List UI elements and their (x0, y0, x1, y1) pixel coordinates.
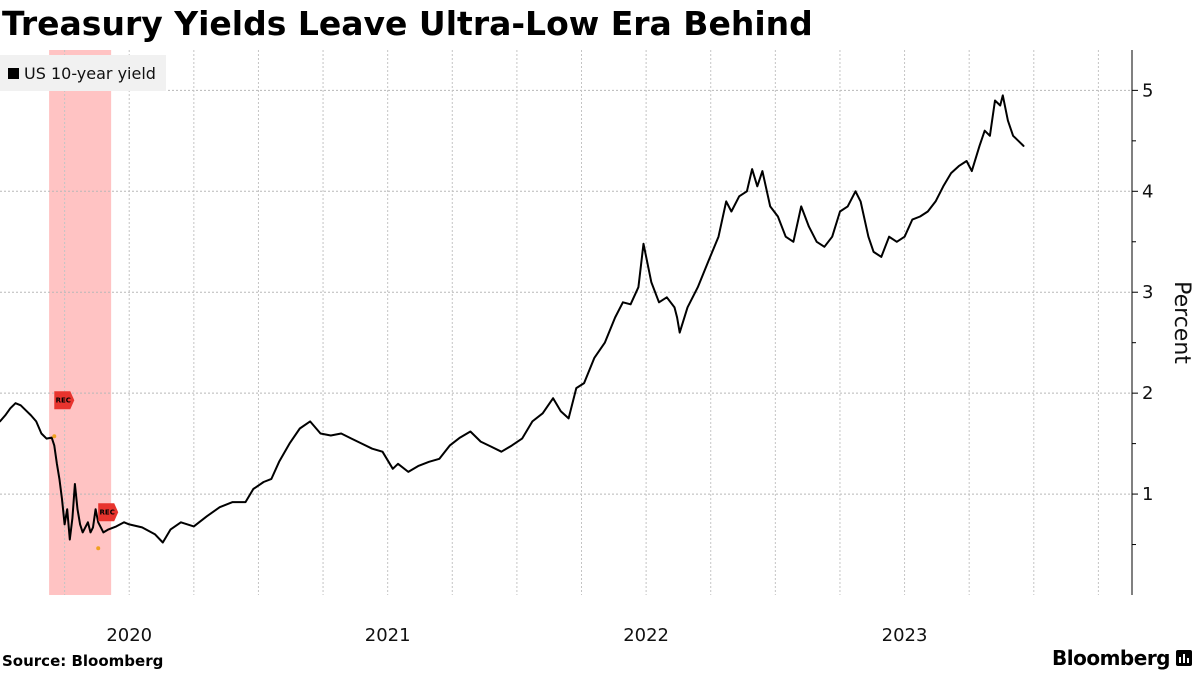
y-tick-label: 1 (1142, 484, 1153, 505)
y-tick-label: 3 (1142, 282, 1153, 303)
y-axis-title: Percent (1169, 281, 1194, 364)
rec-marker: REC (96, 503, 119, 551)
bloomberg-terminal-icon (1176, 650, 1192, 666)
legend-swatch (8, 67, 19, 79)
rec-marker-dot (96, 546, 101, 551)
legend-label: US 10-year yield (24, 63, 156, 83)
source-note: Source: Bloomberg (2, 652, 164, 670)
legend: US 10-year yield (0, 55, 166, 91)
x-tick-label: 2023 (882, 625, 928, 646)
rec-marker-label: REC (56, 397, 71, 405)
rec-marker-label: REC (100, 509, 115, 517)
x-tick-label: 2020 (106, 625, 152, 646)
brand-name: Bloomberg (1052, 646, 1170, 670)
y-tick-label: 2 (1142, 383, 1153, 404)
y-tick-label: 4 (1142, 181, 1153, 202)
x-tick-label: 2022 (623, 625, 669, 646)
rec-marker-flag (54, 391, 75, 410)
chart-title: Treasury Yields Leave Ultra-Low Era Behi… (2, 4, 813, 43)
y-tick-label: 5 (1142, 80, 1153, 101)
x-tick-label: 2021 (365, 625, 411, 646)
rec-marker-flag (98, 503, 119, 522)
series-line-us-10-year-yield (0, 94, 1025, 544)
rec-marker: REC (52, 391, 75, 439)
rec-marker-dot (52, 434, 57, 439)
brand-logo: Bloomberg (1052, 646, 1192, 670)
